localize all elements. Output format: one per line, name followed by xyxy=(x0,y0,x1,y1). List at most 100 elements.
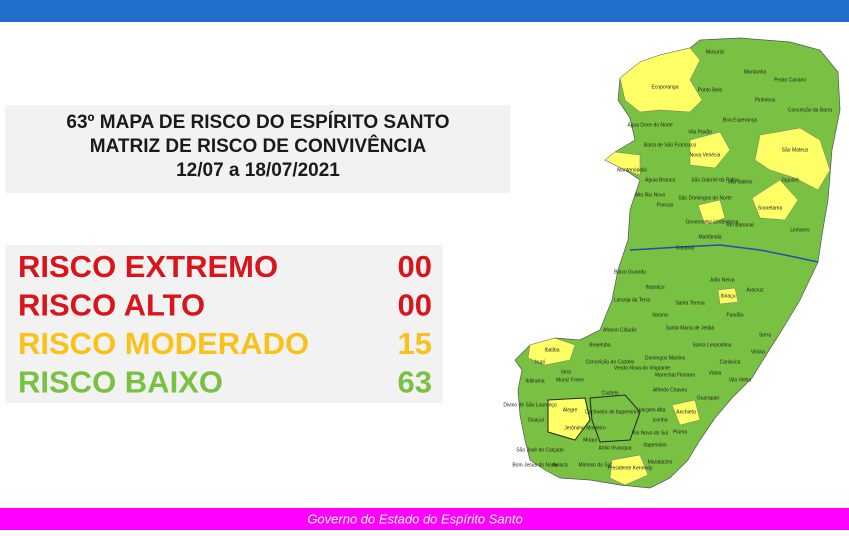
municipality-label: Alfredo Chaves xyxy=(653,387,688,393)
municipality-label: Apiacá xyxy=(552,462,568,468)
footer-bar xyxy=(0,508,849,530)
risk-label: RISCO BAIXO xyxy=(18,365,223,400)
municipality-label: Afonso Cláudio xyxy=(603,327,637,333)
municipality-label: Divino de São Lourenço xyxy=(503,402,557,408)
risk-count: 15 xyxy=(398,326,432,361)
municipality-label: Aracruz xyxy=(746,287,764,293)
municipality-label: Guarapari xyxy=(697,395,719,401)
municipality-label: Água Doce do Norte xyxy=(627,121,673,128)
municipality-label: Ibitirama xyxy=(525,378,544,384)
municipality-label: Irupi xyxy=(535,359,545,365)
municipality-label: Castelo xyxy=(602,390,619,396)
moderate-area xyxy=(717,287,739,305)
municipality-label: Rio Novo do Sul xyxy=(632,430,668,436)
municipality-label: Muqui xyxy=(583,437,597,443)
municipality-label: João Neiva xyxy=(709,277,734,283)
map xyxy=(514,37,841,489)
municipality-label: Laranja da Terra xyxy=(614,297,651,303)
moderate-area xyxy=(527,337,576,366)
municipality-label: Iconha xyxy=(652,417,667,423)
municipality-label: Nova Venécia xyxy=(690,152,721,158)
footer-text: Governo do Estado do Espírito Santo xyxy=(307,511,522,526)
risk-label: RISCO ALTO xyxy=(18,288,205,323)
municipality-label: Serra xyxy=(759,332,771,338)
municipality-label: Alto Rio Novo xyxy=(635,192,666,198)
title-line: 63º MAPA DE RISCO DO ESPÍRITO SANTO xyxy=(66,111,449,133)
municipality-label: Mimoso do Sul xyxy=(578,462,611,468)
municipality-label: Mucurici xyxy=(706,49,725,55)
title-line: 12/07 a 18/07/2021 xyxy=(176,160,340,181)
municipality-label: Cariacica xyxy=(720,359,741,365)
risk-label: RISCO EXTREMO xyxy=(18,249,278,284)
municipality-label: Venda Nova do Imigrante xyxy=(614,365,671,371)
municipality-label: Bom Jesus do Norte xyxy=(512,462,558,468)
municipality-label: Santa Maria de Jetibá xyxy=(666,325,715,331)
municipality-label: Sooretama xyxy=(758,205,783,211)
top-bar xyxy=(0,0,849,22)
moderate-area xyxy=(609,454,649,486)
municipality-label: Iúna xyxy=(561,369,571,375)
municipality-label: São Mateus xyxy=(782,147,809,153)
municipality-label: Jaguaré xyxy=(781,177,799,183)
municipality-label: Boa Esperança xyxy=(723,117,757,123)
municipality-label: Conceição do Castelo xyxy=(586,359,635,365)
moderate-area xyxy=(751,179,799,221)
municipality-label: Pinheiros xyxy=(755,97,776,103)
risk-label: RISCO MODERADO xyxy=(18,326,309,361)
municipality-label: Vila Velha xyxy=(729,377,751,383)
region-border xyxy=(589,394,641,443)
municipality-label: Marataízes xyxy=(648,459,673,465)
municipality-label: Mantenópolis xyxy=(617,167,647,173)
title-box xyxy=(5,105,510,193)
municipality-label: Ibatiba xyxy=(544,347,559,353)
municipality-label: Vila Valério xyxy=(728,179,753,185)
moderate-area xyxy=(619,47,703,113)
municipality-label: Barra de São Francisco xyxy=(644,142,697,148)
moderate-area xyxy=(604,151,641,176)
municipality-label: Brejetuba xyxy=(589,342,611,348)
municipality-label: Montanha xyxy=(744,69,766,75)
municipality-label: Viana xyxy=(709,370,722,376)
municipality-label: Itaguaçu xyxy=(645,284,664,290)
municipality-label: Cachoeiro de Itapemirim xyxy=(585,409,639,415)
moderate-area xyxy=(671,399,701,426)
municipality-label: Guaçuí xyxy=(528,417,545,423)
municipality-label: Ibiraçu xyxy=(720,293,735,299)
municipality-label: Presidente Kennedy xyxy=(607,465,653,471)
risk-count: 00 xyxy=(398,249,432,284)
moderate-area xyxy=(689,131,731,169)
municipality-label: Ecoporanga xyxy=(652,84,679,90)
risk-count: 63 xyxy=(398,365,432,400)
municipality-label: Conceição da Barra xyxy=(788,107,832,113)
municipality-label: São Gabriel da Palha xyxy=(691,177,739,183)
municipality-label: Águia Branca xyxy=(645,176,675,183)
municipality-label: Governador Lindenberg xyxy=(686,219,739,225)
title-line: MATRIZ DE RISCO DE CONVIVÊNCIA xyxy=(90,135,427,157)
municipality-label: Marilândia xyxy=(698,234,721,240)
moderate-area xyxy=(754,127,831,191)
municipality-label: Muniz Freire xyxy=(556,377,584,383)
river xyxy=(629,244,819,263)
municipality-label: Atílio Vivacqua xyxy=(599,445,632,451)
municipality-label: Pedro Canário xyxy=(774,77,806,83)
municipality-label: São José do Calçado xyxy=(516,447,564,453)
municipality-label: Linhares xyxy=(790,227,810,233)
risk-count: 00 xyxy=(398,288,432,323)
municipality-label: Colatina xyxy=(676,245,695,251)
municipality-label: Pancas xyxy=(657,202,674,208)
municipality-label: Vargem Alta xyxy=(639,407,666,413)
municipality-label: Baixo Guandu xyxy=(614,269,646,275)
municipality-label: Itapemirim xyxy=(643,442,666,448)
municipality-label: Piúma xyxy=(673,429,687,435)
municipality-label: Domingos Martins xyxy=(645,355,686,361)
municipality-label: Santa Leopoldina xyxy=(693,342,732,348)
municipality-label: Anchieta xyxy=(676,409,696,415)
risk-box xyxy=(5,245,443,403)
moderate-area xyxy=(547,397,591,441)
municipality-label: Vitória xyxy=(751,349,765,355)
municipality-label: Marechal Floriano xyxy=(655,372,695,378)
municipality-label: Rio Bananal xyxy=(726,222,753,228)
municipality-label: Ponto Belo xyxy=(698,87,723,93)
municipality-label: Alegre xyxy=(563,407,578,413)
